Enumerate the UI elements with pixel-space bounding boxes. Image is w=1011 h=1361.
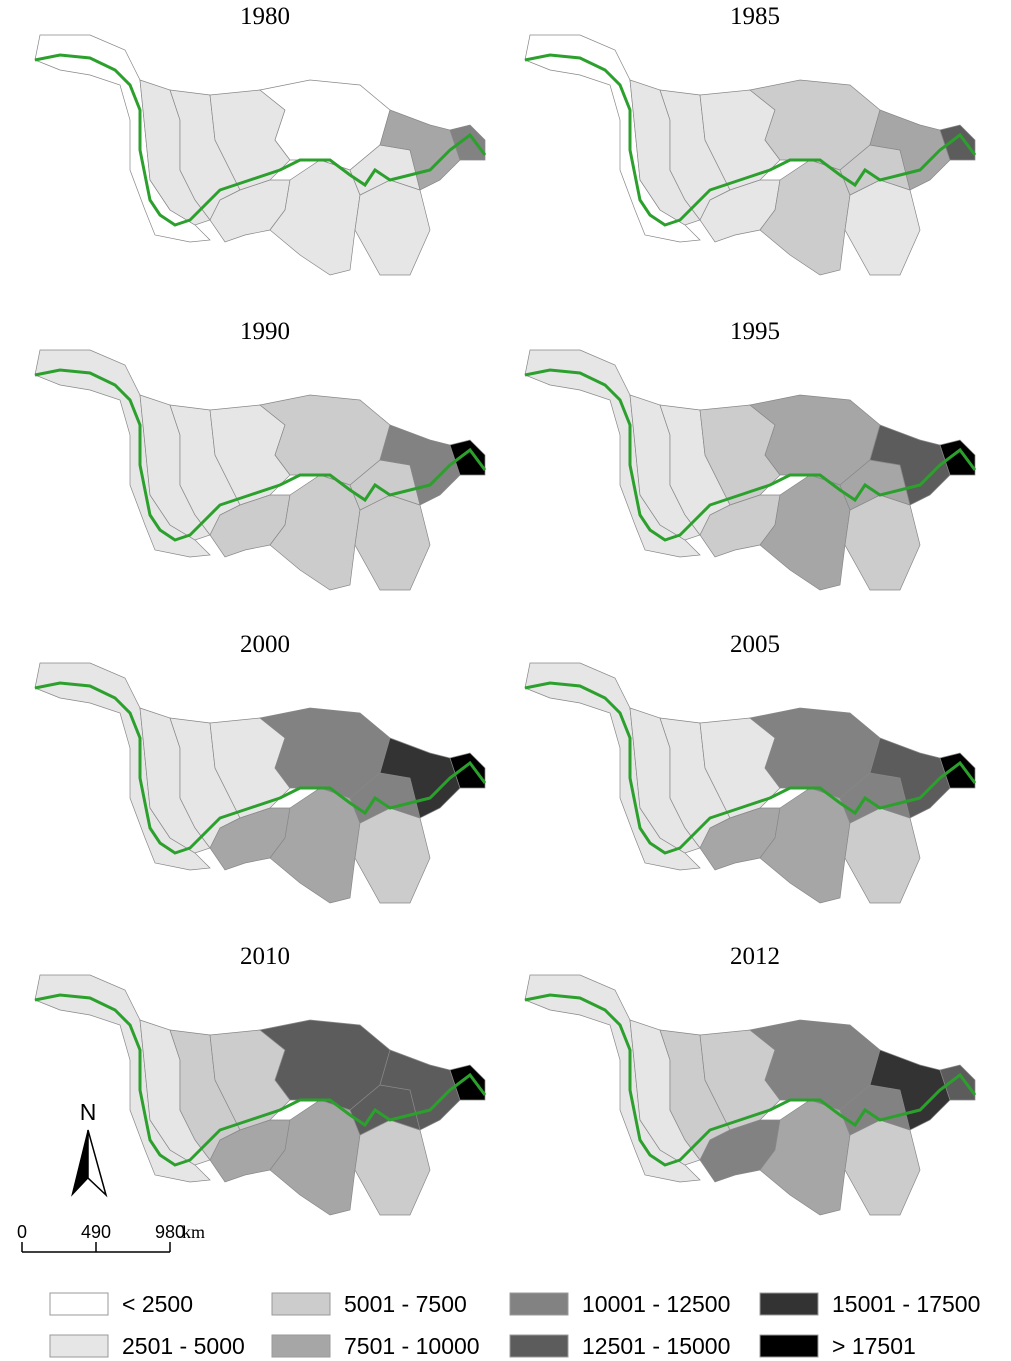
map-title: 1995 <box>730 318 780 345</box>
map-title: 1990 <box>240 318 290 345</box>
river <box>34 53 487 227</box>
map <box>34 349 487 591</box>
map <box>34 974 487 1216</box>
river <box>34 993 487 1167</box>
legend-label: 7501 - 10000 <box>344 1333 480 1359</box>
legend-label: < 2500 <box>122 1291 193 1317</box>
basin-region <box>939 124 976 161</box>
basin-region <box>449 439 486 476</box>
legend-label: 5001 - 7500 <box>344 1291 467 1317</box>
map <box>34 34 487 276</box>
map-title: 2010 <box>240 943 290 970</box>
basin-region <box>379 1049 461 1131</box>
basin-region <box>269 1099 361 1216</box>
legend-swatch <box>271 1334 331 1358</box>
legend-swatch <box>509 1292 569 1316</box>
basin-region <box>844 1119 921 1216</box>
river <box>34 368 487 542</box>
river <box>524 368 977 542</box>
basin-region <box>939 439 976 476</box>
legend-swatch <box>49 1334 109 1358</box>
basin-region <box>379 737 461 819</box>
basin-region <box>449 752 486 789</box>
basin-region <box>269 159 361 276</box>
map-title: 2000 <box>240 631 290 658</box>
map-title: 1980 <box>240 3 290 30</box>
legend-label: 12501 - 15000 <box>582 1333 730 1359</box>
legend-label: > 17501 <box>832 1333 916 1359</box>
basin-region <box>759 1099 851 1216</box>
basin-region <box>869 109 951 191</box>
map <box>524 349 977 591</box>
legend-swatch <box>271 1292 331 1316</box>
river <box>524 681 977 855</box>
basin-region <box>844 179 921 276</box>
scale-label: 490 <box>81 1222 111 1242</box>
legend-swatch <box>759 1292 819 1316</box>
basin-region <box>869 424 951 506</box>
map <box>34 662 487 904</box>
north-arrow <box>71 1129 108 1198</box>
legend-swatch <box>49 1292 109 1316</box>
river <box>524 993 977 1167</box>
basin-region <box>844 807 921 904</box>
basin-region <box>354 807 431 904</box>
basin-region <box>354 179 431 276</box>
basin-region <box>354 494 431 591</box>
map-title: 2005 <box>730 631 780 658</box>
basin-region <box>379 109 461 191</box>
map <box>524 974 977 1216</box>
basin-region <box>379 424 461 506</box>
basin-region <box>759 787 851 904</box>
basin-region <box>449 1064 486 1101</box>
basin-region <box>939 1064 976 1101</box>
north-label: N <box>80 1099 97 1125</box>
north-arrow-left <box>71 1129 89 1197</box>
legend-label: 15001 - 17500 <box>832 1291 980 1317</box>
basin-region <box>759 474 851 591</box>
river <box>524 53 977 227</box>
map-title: 2012 <box>730 943 780 970</box>
scale-label: 0 <box>17 1222 27 1242</box>
scale-label: 980 <box>155 1222 185 1242</box>
map <box>524 34 977 276</box>
legend-swatch <box>509 1334 569 1358</box>
scale-unit: km <box>182 1222 205 1242</box>
basin-region <box>269 474 361 591</box>
basin-region <box>269 787 361 904</box>
basin-region <box>354 1119 431 1216</box>
basin-region <box>759 159 851 276</box>
legend-swatch <box>759 1334 819 1358</box>
map <box>524 662 977 904</box>
map-title: 1985 <box>730 3 780 30</box>
basin-region <box>869 1049 951 1131</box>
legend-label: 2501 - 5000 <box>122 1333 245 1359</box>
basin-region <box>869 737 951 819</box>
basin-region <box>939 752 976 789</box>
basin-region <box>844 494 921 591</box>
basin-region <box>449 124 486 161</box>
legend-label: 10001 - 12500 <box>582 1291 730 1317</box>
river <box>34 681 487 855</box>
north-arrow-right <box>87 1129 108 1198</box>
